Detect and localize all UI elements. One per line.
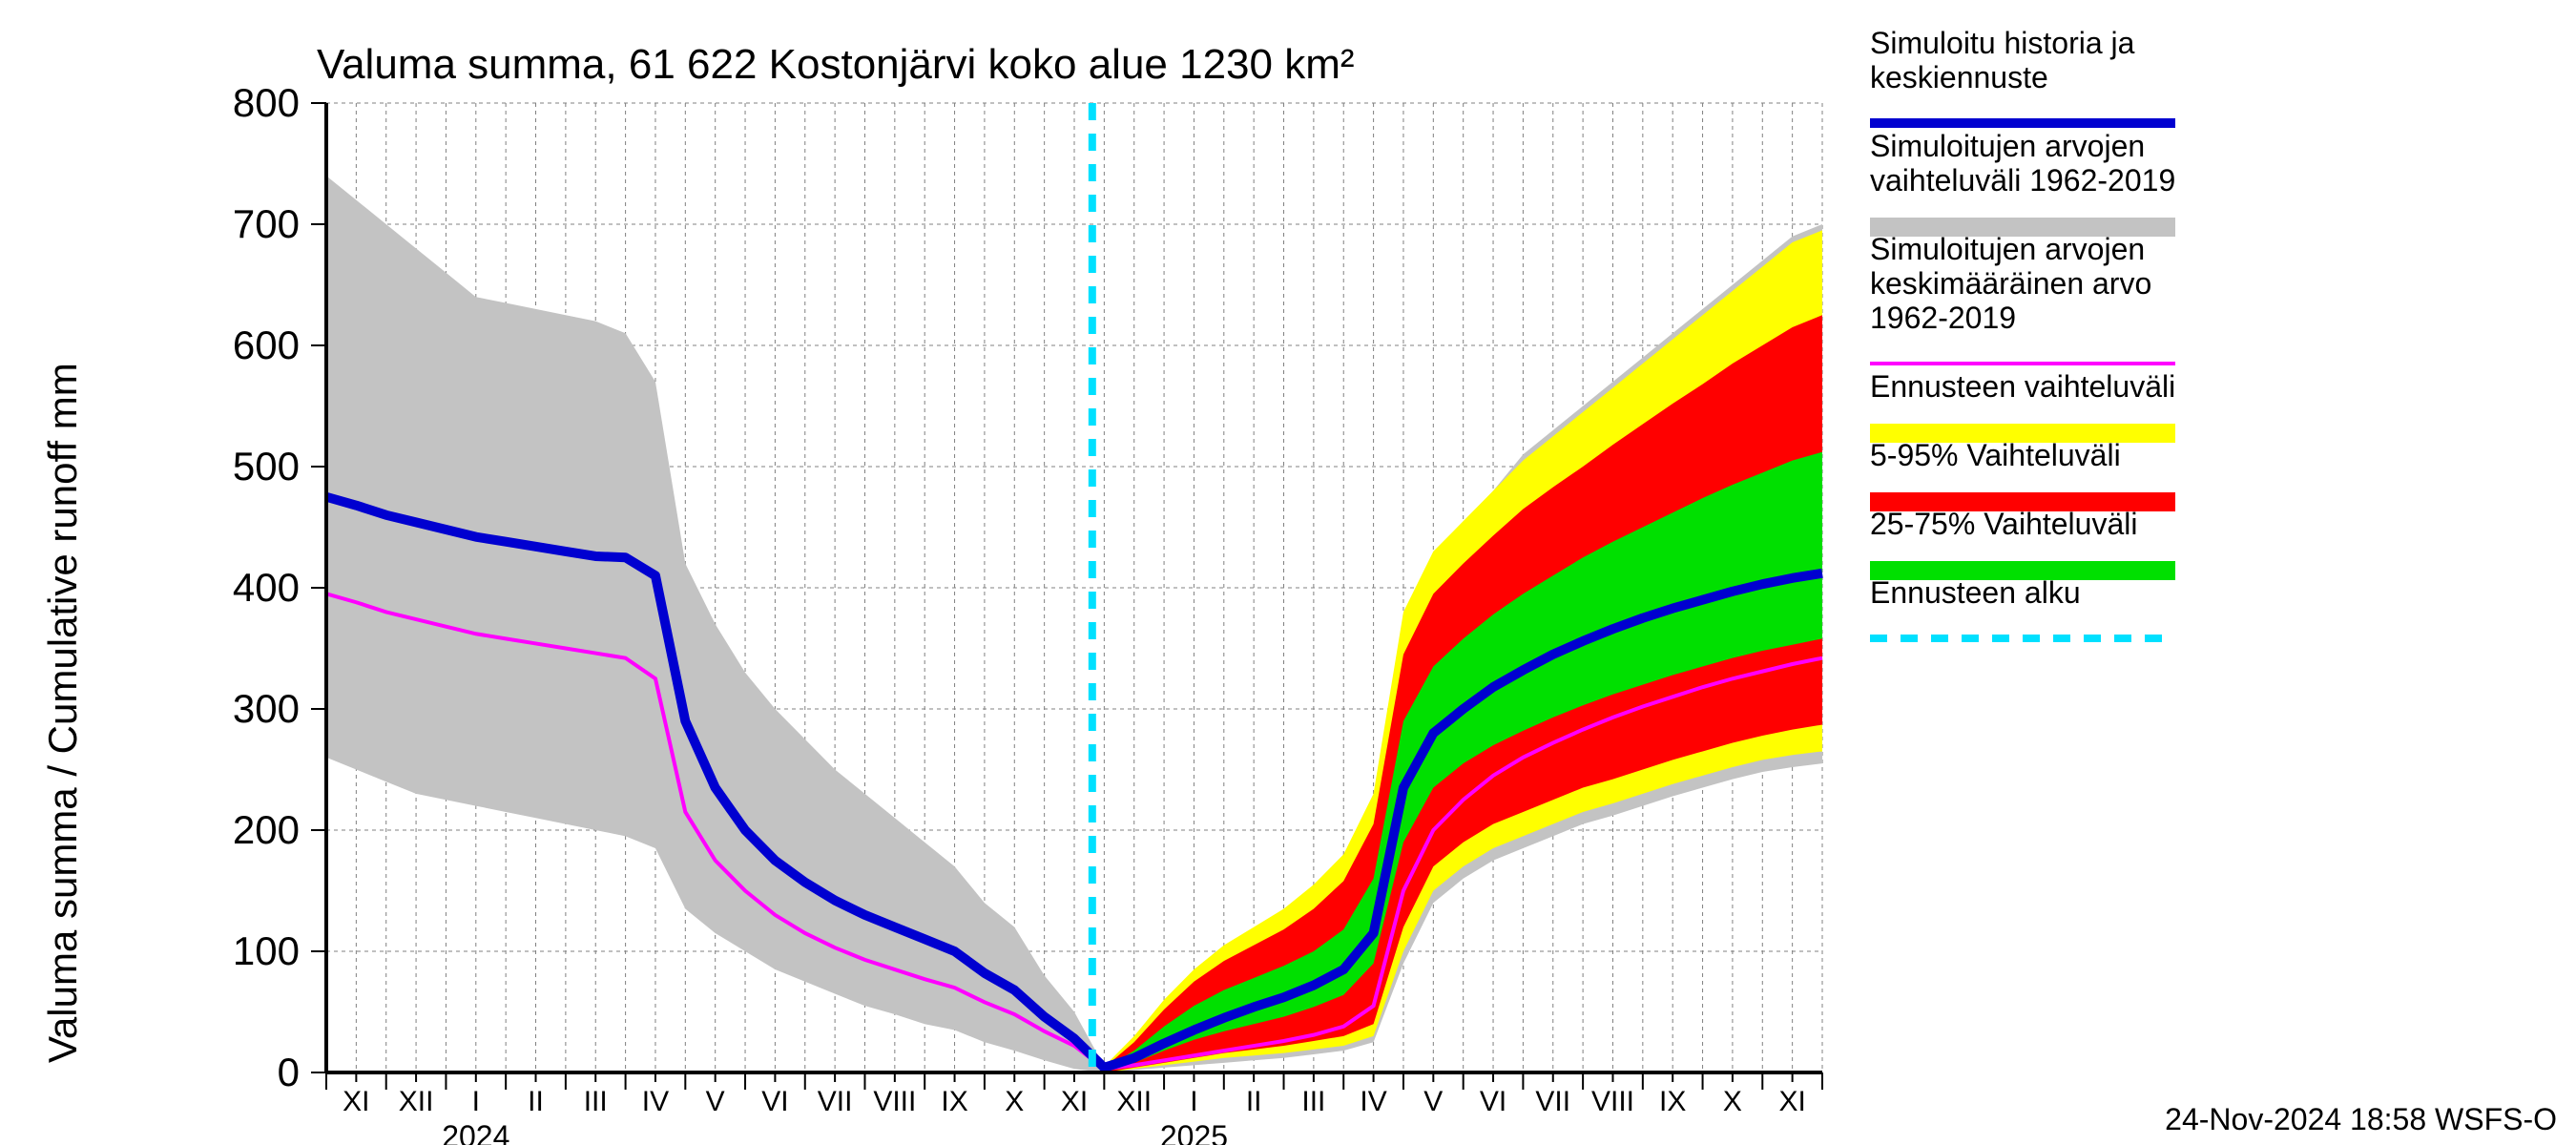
legend-label: 1962-2019 (1870, 301, 2016, 335)
x-month-label: III (584, 1086, 608, 1117)
chart-footer: 24-Nov-2024 18:58 WSFS-O (2165, 1102, 2557, 1136)
x-month-label: IV (1360, 1086, 1386, 1117)
legend-label: keskiennuste (1870, 60, 2048, 94)
legend-label: Simuloitujen arvojen (1870, 232, 2145, 266)
legend-label: 25-75% Vaihteluväli (1870, 507, 2137, 541)
x-year-label: 2025 (1160, 1119, 1228, 1145)
y-axis-label: Valuma summa / Cumulative runoff mm (40, 363, 85, 1063)
legend-label: vaihteluväli 1962-2019 (1870, 163, 2175, 198)
x-month-label: VIII (1591, 1086, 1634, 1117)
y-tick-label: 500 (233, 444, 300, 489)
y-tick-label: 0 (278, 1050, 300, 1094)
x-month-label: II (1246, 1086, 1262, 1117)
x-month-label: V (1423, 1086, 1443, 1117)
x-month-label: I (472, 1086, 480, 1117)
x-month-label: XII (1116, 1086, 1152, 1117)
x-month-label: II (528, 1086, 544, 1117)
x-month-label: IV (642, 1086, 669, 1117)
legend-label: keskimääräinen arvo (1870, 266, 2151, 301)
x-year-label: 2024 (442, 1119, 509, 1145)
runoff-chart: 0100200300400500600700800XIXIIIIIIIIIVVV… (0, 0, 2576, 1145)
x-month-label: XII (399, 1086, 434, 1117)
x-month-label: XI (343, 1086, 369, 1117)
y-tick-label: 100 (233, 928, 300, 973)
chart-title: Valuma summa, 61 622 Kostonjärvi koko al… (317, 41, 1355, 88)
y-tick-label: 400 (233, 565, 300, 610)
legend-label: Ennusteen vaihteluväli (1870, 369, 2175, 404)
x-month-label: III (1301, 1086, 1325, 1117)
legend-label: Ennusteen alku (1870, 575, 2081, 610)
x-month-label: I (1190, 1086, 1197, 1117)
x-month-label: X (1723, 1086, 1742, 1117)
x-month-label: IX (1659, 1086, 1686, 1117)
x-month-label: XI (1778, 1086, 1805, 1117)
y-tick-label: 800 (233, 80, 300, 125)
y-tick-label: 200 (233, 807, 300, 852)
x-month-label: VII (1535, 1086, 1570, 1117)
y-tick-label: 700 (233, 201, 300, 246)
x-month-label: VII (818, 1086, 853, 1117)
x-month-label: VIII (873, 1086, 916, 1117)
x-month-label: X (1005, 1086, 1024, 1117)
x-month-label: VI (1480, 1086, 1506, 1117)
legend-label: Simuloitu historia ja (1870, 26, 2135, 60)
chart-container: 0100200300400500600700800XIXIIIIIIIIIVVV… (0, 0, 2576, 1145)
y-tick-label: 600 (233, 323, 300, 367)
x-month-label: VI (761, 1086, 788, 1117)
x-month-label: IX (941, 1086, 967, 1117)
legend-label: Simuloitujen arvojen (1870, 129, 2145, 163)
y-tick-label: 300 (233, 686, 300, 731)
x-month-label: XI (1061, 1086, 1088, 1117)
legend-label: 5-95% Vaihteluväli (1870, 438, 2121, 472)
x-month-label: V (706, 1086, 725, 1117)
